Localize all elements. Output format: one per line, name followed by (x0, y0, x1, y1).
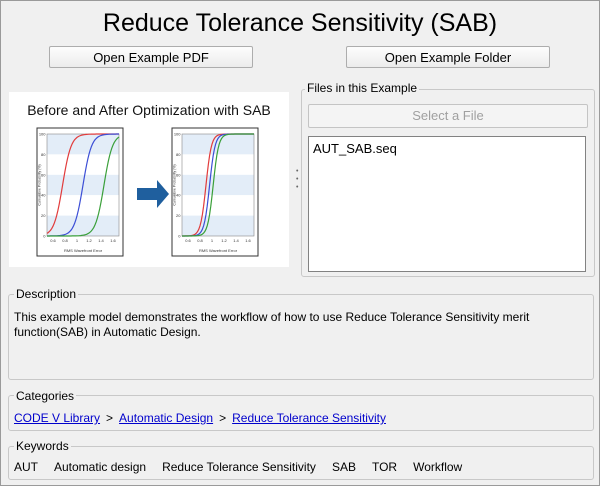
y-tick-label: 60 (41, 172, 46, 177)
categories-group (8, 395, 594, 431)
plot-area (181, 133, 255, 237)
category-link-code-v-library[interactable]: CODE V Library (14, 411, 101, 425)
files-group (301, 89, 595, 277)
y-tick-label: 0 (43, 234, 46, 239)
preview-image: Before and After Optimization with SAB 0… (9, 92, 289, 267)
x-tick-label: 1 (76, 238, 79, 243)
x-tick-label: 0.8 (197, 238, 203, 243)
before-chart: 0.6 0.8 1 1.2 1.4 1.6 0 20 40 60 80 100 RMS Wavefron… (36, 127, 124, 257)
keyword-item: TOR (371, 460, 398, 474)
open-example-pdf-button[interactable]: Open Example PDF (49, 46, 253, 68)
keywords-group (8, 446, 594, 480)
y-tick-label: 40 (41, 193, 46, 198)
chart-band (182, 154, 254, 175)
keyword-item: Reduce Tolerance Sensitivity (162, 460, 316, 474)
chart-band (182, 215, 254, 236)
x-tick-label: 1.2 (221, 238, 227, 243)
x-tick-label: 0.6 (50, 238, 56, 243)
description-label: Description (14, 287, 79, 301)
x-tick-label: 1 (211, 238, 214, 243)
plot-area (46, 133, 120, 237)
y-tick-label: 0 (178, 234, 181, 239)
after-chart: 0.6 0.8 1 1.2 1.4 1.6 0 20 40 60 80 100 RMS Wavefron… (171, 127, 259, 257)
x-tick-label: 1.6 (110, 238, 116, 243)
y-tick-label: 80 (41, 152, 46, 157)
keyword-item: SAB (331, 460, 356, 474)
chart-band (47, 134, 119, 155)
keyword-item: AUT (14, 460, 38, 474)
x-tick-label: 1.6 (245, 238, 251, 243)
chart-band (182, 195, 254, 216)
keyword-list: AUT Automatic design Reduce Tolerance Sens… (14, 460, 478, 474)
breadcrumb-separator: > (106, 411, 114, 425)
files-group-label: Files in this Example (305, 81, 420, 95)
x-tick-label: 1.4 (98, 238, 104, 243)
description-group (8, 294, 594, 380)
chart-band (182, 174, 254, 196)
y-tick-label: 100 (174, 132, 181, 137)
preview-charts: 0.6 0.8 1 1.2 1.4 1.6 0 20 40 60 80 100 RMS Wavefron… (36, 127, 259, 257)
select-file-button[interactable]: Select a File (308, 104, 588, 128)
x-tick-label: 0.8 (62, 238, 68, 243)
preview-caption: Before and After Optimization with SAB (27, 102, 271, 118)
chart-band (182, 134, 254, 155)
splitter-handle[interactable]: • • • (296, 168, 299, 191)
x-tick-label: 1.4 (233, 238, 239, 243)
y-tick-label: 60 (176, 172, 181, 177)
y-tick-label: 100 (39, 132, 46, 137)
curve-series-3 (47, 136, 120, 237)
category-link-reduce-tolerance-sensitivity[interactable]: Reduce Tolerance Sensitivity (232, 411, 386, 425)
y-tick-label: 20 (176, 213, 181, 218)
x-tick-label: 1.2 (86, 238, 92, 243)
x-tick-label: 0.6 (185, 238, 191, 243)
x-axis-label: RMS Wavefront Error (64, 248, 103, 253)
y-tick-label: 40 (176, 193, 181, 198)
file-item-aut-sab[interactable]: AUT_SAB.seq (313, 141, 397, 156)
y-axis-label: Cumulative Probability (%) (173, 164, 177, 205)
arrow-icon (137, 180, 169, 208)
open-example-folder-button[interactable]: Open Example Folder (346, 46, 550, 68)
category-breadcrumb: CODE V Library > Automatic Design > Reduce T… (14, 411, 386, 425)
y-tick-label: 20 (41, 213, 46, 218)
keyword-item: Automatic design (54, 460, 147, 474)
file-list[interactable]: AUT_SAB.seq (308, 136, 586, 272)
category-link-automatic-design[interactable]: Automatic Design (119, 411, 214, 425)
x-axis-label: RMS Wavefront Error (199, 248, 238, 253)
breadcrumb-separator: > (219, 411, 227, 425)
keyword-item: Workflow (413, 460, 463, 474)
y-tick-label: 80 (176, 152, 181, 157)
description-text: This example model demonstrates the work… (14, 310, 530, 339)
curve-series-3 (182, 133, 254, 237)
y-axis-label: Cumulative Probability (%) (38, 164, 42, 205)
window-title: Reduce Tolerance Sensitivity (SAB) (102, 9, 498, 37)
keywords-label: Keywords (14, 439, 71, 453)
categories-label: Categories (14, 389, 77, 403)
chart-band (47, 215, 119, 236)
